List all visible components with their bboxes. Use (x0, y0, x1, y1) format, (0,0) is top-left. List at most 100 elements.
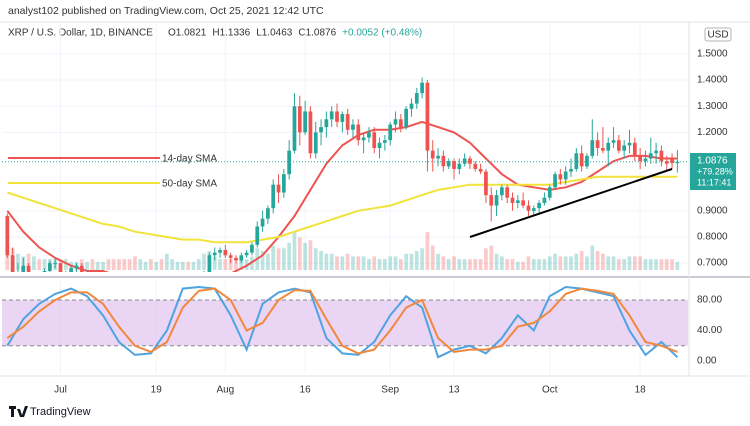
candle-body (579, 153, 584, 167)
candle-body (601, 148, 605, 151)
candle-body (356, 124, 361, 141)
candle-body (664, 161, 669, 164)
volume-bar (377, 259, 382, 270)
volume-bar (276, 248, 281, 270)
axes: 1.5000 1.4000 1.3000 1.2000 0.9000 0.8000 0.70… (54, 49, 728, 396)
volume-bar (574, 253, 579, 270)
candle-body (74, 265, 79, 269)
candle-body (632, 142, 637, 156)
y-tick-label: 0.7000 (697, 258, 728, 269)
sma-line (6, 120, 678, 272)
candle-body (547, 187, 552, 198)
volume-bar (611, 256, 616, 270)
volume-bar (218, 259, 222, 270)
candle-body (526, 205, 531, 211)
candle-body (244, 252, 249, 256)
candle-body (420, 82, 424, 94)
volume-bar (590, 245, 595, 270)
price-label-box (690, 153, 736, 190)
volume-bar (329, 253, 334, 270)
volume-bar (186, 261, 190, 270)
candle-body (69, 268, 73, 272)
candle-body (643, 158, 648, 162)
candle-body (627, 142, 632, 146)
candle-body (297, 106, 302, 133)
candle-body (553, 174, 557, 188)
candle-body (335, 111, 339, 122)
volume-bar (202, 253, 206, 270)
candle-body (404, 108, 409, 128)
candle-body (79, 265, 84, 272)
footer-brand: TradingView (30, 406, 91, 418)
volume-bar (436, 253, 440, 270)
volume-bar (425, 232, 430, 270)
candle-body (260, 218, 265, 227)
volume-bar (553, 253, 557, 270)
candle-body (595, 140, 600, 149)
candle-body (452, 161, 456, 169)
candle-body (53, 263, 58, 265)
candle-body (622, 145, 627, 151)
volume-bar (154, 261, 159, 270)
volume-bar (143, 261, 148, 270)
volume-bar (106, 259, 111, 270)
x-tick-label: Sep (381, 385, 399, 396)
volume-bar (505, 259, 510, 270)
volume-bar (111, 259, 116, 270)
candle-body (292, 106, 297, 151)
volume-bar (388, 256, 393, 270)
volume-bar (452, 256, 456, 270)
candle-body (10, 255, 15, 272)
volume-bar (648, 259, 653, 270)
candle-body (500, 187, 504, 196)
candle-body (670, 158, 674, 164)
candle-body (398, 119, 403, 128)
volume-bar (319, 251, 323, 270)
volume-bar (404, 253, 409, 270)
volume-bar (239, 259, 244, 270)
volume-bar (101, 261, 105, 270)
candle-body (393, 119, 398, 125)
logo-mark (9, 406, 28, 417)
volume-bar (356, 256, 361, 270)
y-tick-label: 1.5000 (697, 49, 728, 60)
volume-bar (260, 251, 265, 270)
candle-body (324, 119, 329, 128)
volume-bar (670, 259, 674, 270)
volume-bar (303, 242, 307, 270)
volume-bar (654, 259, 658, 270)
y-tick-label: 1.4000 (697, 75, 728, 86)
volume-bar (558, 256, 563, 270)
volume-bar (441, 256, 446, 270)
volume-bar (468, 259, 472, 270)
volume-bar (367, 259, 371, 270)
annotation: 14-day SMA (162, 154, 217, 165)
volume-bar (361, 256, 366, 270)
volume-bar (627, 256, 632, 270)
x-tick-label: 13 (448, 385, 460, 396)
volume-bar (292, 232, 297, 270)
volume-bar (638, 256, 643, 270)
candle-body (26, 265, 31, 272)
stoch-tick-label: 0.00 (697, 356, 717, 367)
volume-bar (531, 259, 536, 270)
stoch-tick-label: 40.00 (697, 325, 722, 336)
candle-body (5, 216, 10, 256)
candle-body (345, 114, 350, 130)
candle-body (430, 150, 435, 159)
x-tick-label: Aug (216, 385, 234, 396)
volume-bar (170, 259, 175, 270)
volume-bar (632, 256, 637, 270)
volume-bar (398, 259, 403, 270)
legend-value: C1.0876 (298, 28, 336, 39)
volume-bar (446, 259, 451, 270)
candle-body (505, 187, 510, 198)
candle-body (484, 171, 488, 196)
volume-bar (457, 259, 462, 270)
price-label: 1.0876 +79.28% 11:17:41 (690, 153, 736, 190)
legend-value: O1.0821 (168, 28, 207, 39)
currency-box (704, 27, 732, 42)
volume-bar (127, 259, 132, 270)
